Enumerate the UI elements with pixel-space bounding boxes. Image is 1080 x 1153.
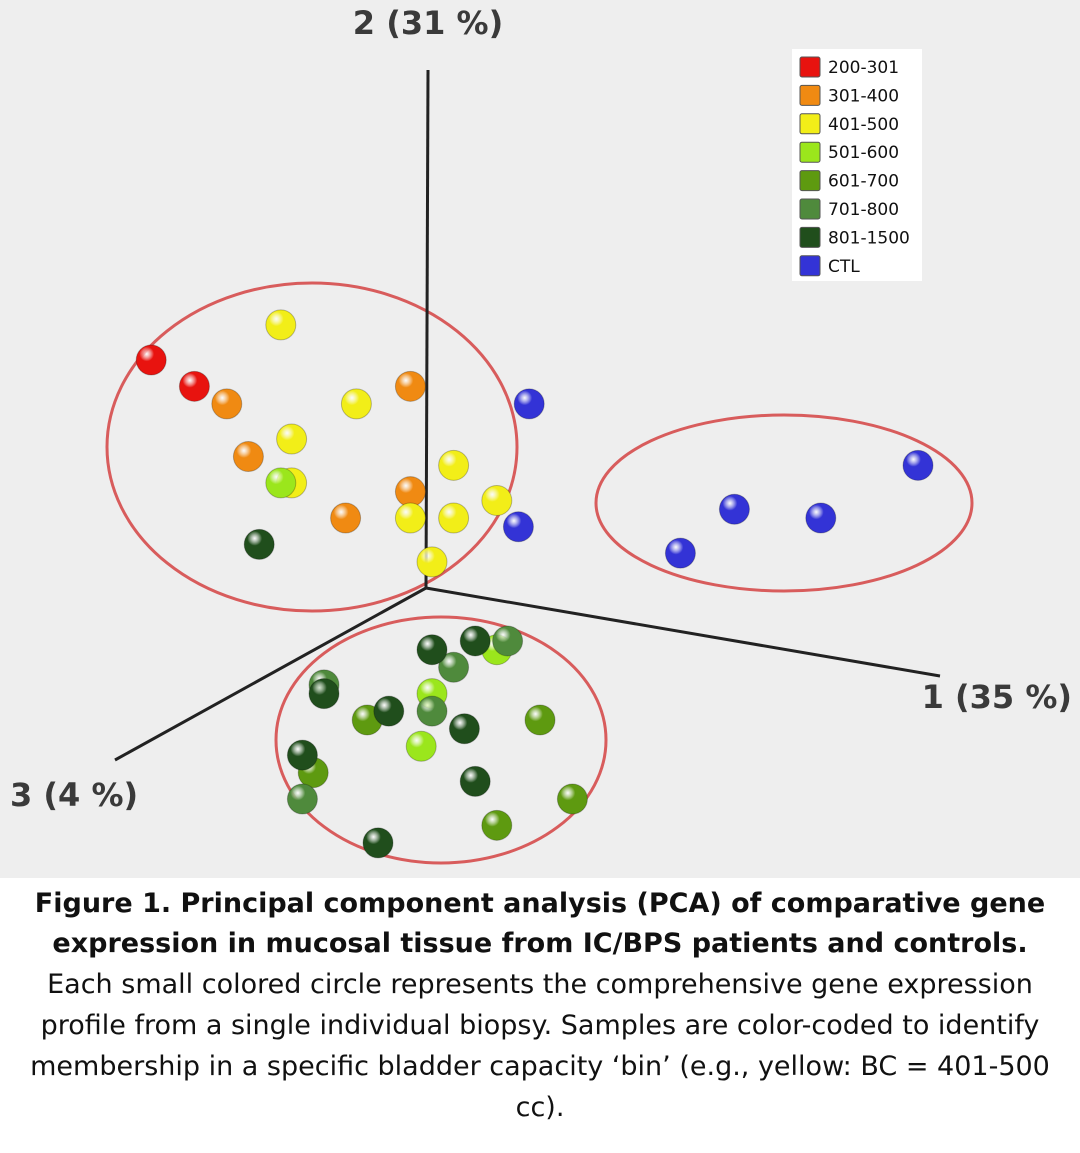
- data-point-801-1500: [459, 765, 491, 797]
- data-point-401-500: [416, 546, 448, 578]
- figure-caption: Figure 1. Principal component analysis (…: [0, 884, 1080, 1128]
- data-point-601-700: [556, 783, 588, 815]
- data-point-401-500: [481, 484, 513, 516]
- cluster-ellipses: [105, 281, 974, 865]
- legend-label: 200-301: [828, 58, 899, 78]
- axis-line-pc1: [425, 586, 941, 678]
- data-point-801-1500: [373, 695, 405, 727]
- legend-label: 701-800: [828, 200, 899, 220]
- data-points: [135, 309, 934, 859]
- data-point-301-400: [232, 441, 264, 473]
- data-point-501-600: [265, 467, 297, 499]
- legend-swatch: [799, 113, 821, 135]
- legend-swatch: [799, 56, 821, 78]
- legend-swatch: [799, 141, 821, 163]
- data-point-401-500: [276, 423, 308, 455]
- data-point-CTL: [664, 537, 696, 569]
- data-point-701-800: [492, 625, 524, 657]
- axis-label-pc3: 3 (4 %): [10, 776, 138, 814]
- data-point-401-500: [340, 388, 372, 420]
- data-point-200-301: [135, 344, 167, 376]
- data-point-701-800: [286, 783, 318, 815]
- cluster-ellipse-controls: [594, 413, 974, 593]
- axis-line-pc3: [114, 586, 427, 762]
- legend-label: 401-500: [828, 115, 899, 135]
- data-point-401-500: [394, 502, 426, 534]
- legend-swatch: [799, 255, 821, 277]
- data-point-601-700: [524, 704, 556, 736]
- data-point-401-500: [265, 309, 297, 341]
- cluster-ellipse-low-capacity: [274, 615, 608, 865]
- legend-label: 301-400: [828, 86, 899, 106]
- data-point-CTL: [805, 502, 837, 534]
- data-point-801-1500: [243, 528, 275, 560]
- legend-label: 501-600: [828, 143, 899, 163]
- data-point-CTL: [502, 511, 534, 543]
- pca-plot-area: 2 (31 %) 1 (35 %) 3 (4 %) 200-301 301-400…: [0, 0, 1080, 878]
- pca-axes: 2 (31 %) 1 (35 %) 3 (4 %): [10, 4, 1072, 814]
- data-point-701-800: [438, 651, 470, 683]
- data-point-200-301: [178, 370, 210, 402]
- legend-swatch: [799, 170, 821, 192]
- data-point-CTL: [513, 388, 545, 420]
- data-point-401-500: [438, 449, 470, 481]
- pca-3d-scatter: 2 (31 %) 1 (35 %) 3 (4 %) 200-301 301-400…: [10, 4, 1072, 865]
- data-point-301-400: [394, 370, 426, 402]
- legend-label: 601-700: [828, 172, 899, 192]
- caption-title: Figure 1. Principal component analysis (…: [34, 888, 1046, 959]
- data-point-301-400: [211, 388, 243, 420]
- data-point-401-500: [438, 502, 470, 534]
- data-point-801-1500: [459, 625, 491, 657]
- legend-swatch: [799, 198, 821, 220]
- axis-label-pc2: 2 (31 %): [353, 4, 503, 42]
- axis-label-pc1: 1 (35 %): [922, 678, 1072, 716]
- legend-swatch: [799, 226, 821, 248]
- data-point-CTL: [718, 493, 750, 525]
- data-point-801-1500: [308, 678, 340, 710]
- legend-label: CTL: [828, 257, 860, 277]
- cluster-ellipse-high-capacity: [105, 281, 519, 613]
- data-point-701-800: [416, 695, 448, 727]
- axis-line-pc2: [424, 69, 430, 589]
- legend-label: 801-1500: [828, 228, 910, 248]
- data-point-801-1500: [286, 739, 318, 771]
- legend: 200-301 301-400 401-500 501-600 601-700 701-8…: [792, 49, 922, 281]
- data-point-801-1500: [362, 827, 394, 859]
- data-point-801-1500: [448, 713, 480, 745]
- legend-swatch: [799, 84, 821, 106]
- data-point-501-600: [405, 730, 437, 762]
- data-point-301-400: [330, 502, 362, 534]
- data-point-301-400: [394, 476, 426, 508]
- data-point-601-700: [481, 809, 513, 841]
- data-point-CTL: [902, 449, 934, 481]
- caption-body: Each small colored circle represents the…: [30, 969, 1050, 1123]
- data-point-801-1500: [416, 634, 448, 666]
